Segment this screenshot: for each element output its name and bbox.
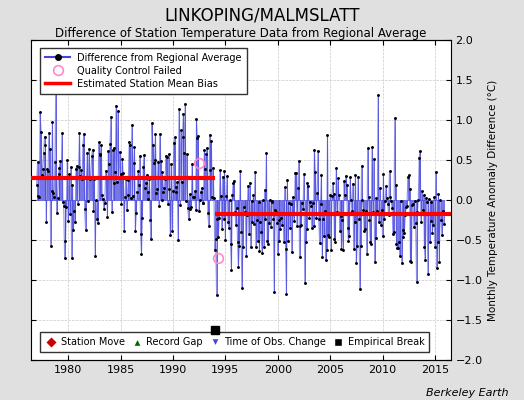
Title: Difference of Station Temperature Data from Regional Average: Difference of Station Temperature Data f…: [56, 27, 427, 40]
Text: LINKOPING/MALMSLATT: LINKOPING/MALMSLATT: [164, 6, 360, 24]
Legend: Station Move, Record Gap, Time of Obs. Change, Empirical Break: Station Move, Record Gap, Time of Obs. C…: [40, 332, 429, 352]
Text: Berkeley Earth: Berkeley Earth: [426, 388, 508, 398]
Y-axis label: Monthly Temperature Anomaly Difference (°C): Monthly Temperature Anomaly Difference (…: [488, 79, 498, 321]
